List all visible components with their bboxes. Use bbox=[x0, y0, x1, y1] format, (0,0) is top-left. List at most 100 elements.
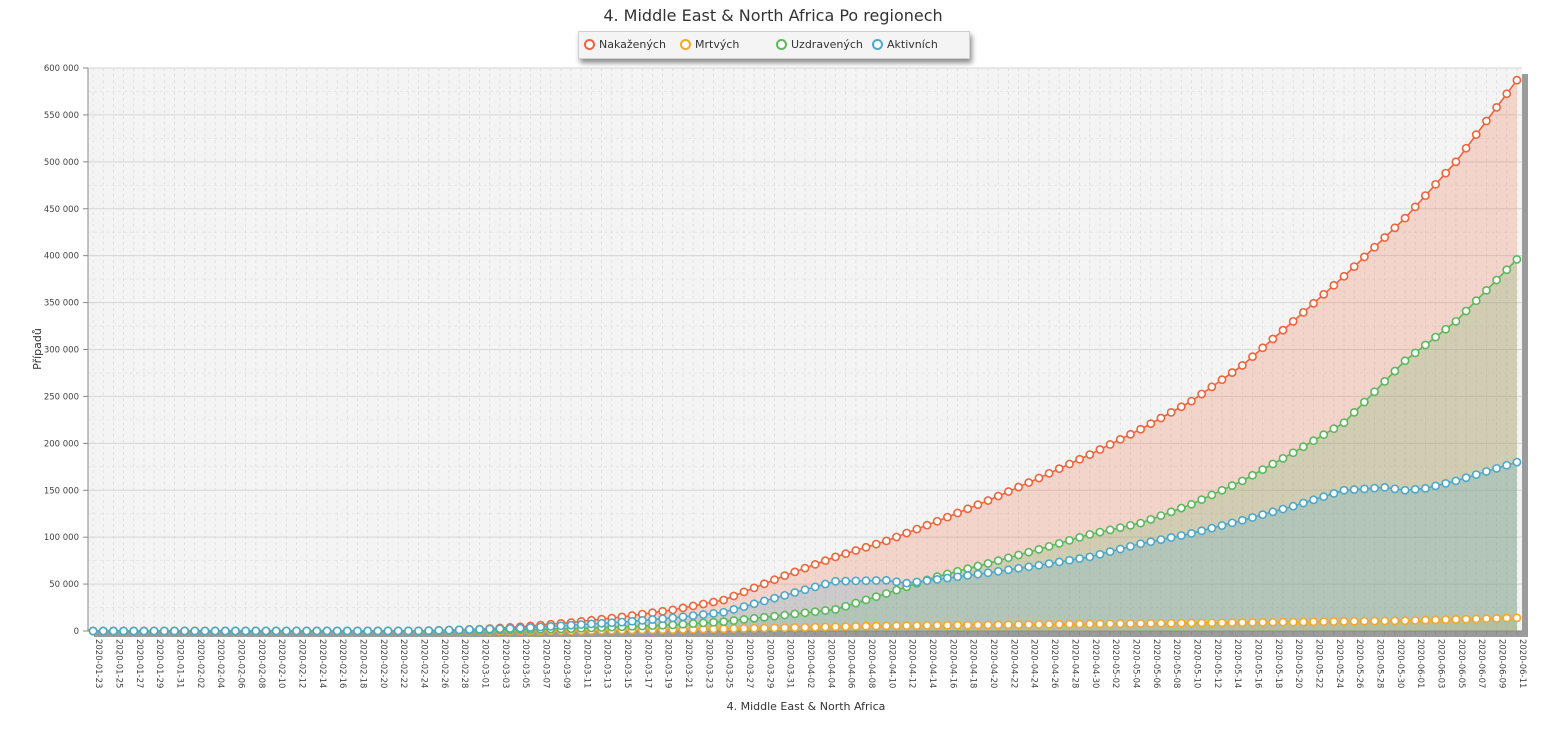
data-point bbox=[292, 626, 301, 636]
data-point bbox=[241, 626, 251, 636]
y-tick-label: 450 000 bbox=[44, 205, 79, 215]
data-point bbox=[1207, 490, 1217, 500]
data-point bbox=[1319, 492, 1329, 502]
data-point bbox=[709, 617, 718, 627]
data-point bbox=[1349, 262, 1359, 272]
x-tick-label: 2020-05-30 bbox=[1395, 639, 1405, 688]
data-point bbox=[841, 622, 851, 631]
data-point bbox=[1390, 616, 1400, 626]
data-point bbox=[1482, 285, 1491, 295]
data-point bbox=[1207, 618, 1217, 628]
data-point bbox=[1217, 521, 1227, 530]
data-point bbox=[719, 595, 729, 605]
data-point bbox=[739, 624, 749, 633]
data-point bbox=[698, 618, 708, 628]
chart-title: 4. Middle East & North Africa Po regione… bbox=[603, 6, 943, 25]
y-tick-label: 50 000 bbox=[49, 580, 79, 590]
data-point bbox=[1044, 468, 1054, 478]
data-point bbox=[1420, 483, 1430, 493]
data-point bbox=[963, 504, 973, 514]
data-point bbox=[536, 622, 545, 632]
data-point bbox=[434, 625, 444, 635]
data-point bbox=[749, 623, 759, 633]
data-point bbox=[1298, 307, 1308, 317]
data-point bbox=[1126, 541, 1135, 551]
data-point bbox=[912, 621, 922, 630]
data-point bbox=[1380, 233, 1390, 242]
x-tick-label: 2020-02-08 bbox=[256, 639, 266, 688]
data-point bbox=[820, 622, 830, 632]
data-point bbox=[1502, 265, 1512, 275]
x-tick-label: 2020-06-11 bbox=[1517, 639, 1527, 688]
data-point bbox=[932, 574, 942, 584]
x-tick-label: 2020-05-06 bbox=[1151, 639, 1161, 688]
data-point bbox=[1024, 562, 1034, 572]
y-tick-label: 100 000 bbox=[44, 533, 79, 543]
x-tick-label: 2020-05-24 bbox=[1334, 639, 1344, 688]
x-tick-label: 2020-02-16 bbox=[337, 639, 347, 688]
data-point bbox=[312, 626, 322, 636]
data-point bbox=[770, 623, 779, 633]
data-point bbox=[1065, 555, 1074, 565]
data-point bbox=[1512, 613, 1522, 623]
y-tick-label: 0 bbox=[74, 627, 79, 637]
data-point bbox=[1227, 481, 1237, 490]
data-point bbox=[1227, 518, 1237, 528]
data-point bbox=[1339, 418, 1349, 428]
data-point bbox=[1349, 407, 1359, 417]
legend-item-uzdravenych[interactable]: Uzdravených bbox=[776, 38, 863, 51]
data-point bbox=[1197, 389, 1207, 399]
data-point bbox=[1248, 618, 1257, 627]
data-point bbox=[892, 621, 901, 631]
data-point bbox=[1380, 616, 1390, 626]
data-point bbox=[698, 599, 708, 609]
x-tick-label: 2020-06-03 bbox=[1436, 639, 1446, 688]
data-point bbox=[1431, 179, 1440, 189]
data-point bbox=[88, 626, 98, 636]
data-point bbox=[831, 605, 840, 614]
data-point bbox=[1248, 470, 1257, 480]
x-tick-label: 2020-02-24 bbox=[419, 639, 429, 688]
data-point bbox=[942, 512, 952, 522]
data-point bbox=[1207, 523, 1217, 533]
data-point bbox=[1288, 316, 1298, 326]
data-point bbox=[1461, 306, 1471, 316]
data-point bbox=[1471, 296, 1481, 306]
legend-item-nakazenych[interactable]: Nakažených bbox=[584, 38, 666, 51]
x-tick-label: 2020-05-14 bbox=[1232, 639, 1242, 688]
y-tick-label: 600 000 bbox=[44, 64, 79, 74]
data-point bbox=[790, 623, 800, 632]
x-tick-label: 2020-04-10 bbox=[886, 639, 896, 688]
data-point bbox=[403, 626, 413, 636]
x-tick-label: 2020-03-13 bbox=[602, 639, 612, 688]
legend-item-mrtvych[interactable]: Mrtvých bbox=[680, 38, 739, 51]
data-point bbox=[1146, 419, 1156, 429]
x-axis-title: 4. Middle East & North Africa bbox=[726, 700, 886, 713]
data-point bbox=[973, 561, 983, 571]
data-point bbox=[983, 620, 993, 630]
x-tick-label: 2020-03-07 bbox=[541, 639, 551, 688]
data-point bbox=[1065, 459, 1074, 469]
data-point bbox=[464, 625, 474, 634]
data-point bbox=[1492, 275, 1501, 285]
data-point bbox=[770, 611, 779, 621]
y-tick-label: 400 000 bbox=[44, 252, 79, 262]
data-point bbox=[1197, 618, 1207, 628]
data-point bbox=[1359, 397, 1369, 407]
legend-marker-icon bbox=[680, 39, 691, 50]
data-point bbox=[790, 588, 800, 597]
data-point bbox=[98, 626, 108, 636]
data-point bbox=[770, 593, 779, 603]
x-tick-label: 2020-03-11 bbox=[581, 639, 591, 688]
data-point bbox=[739, 587, 749, 597]
data-point bbox=[759, 612, 769, 622]
data-point bbox=[922, 520, 932, 530]
data-point bbox=[1329, 280, 1339, 290]
y-tick-label: 250 000 bbox=[44, 392, 79, 402]
data-point bbox=[1319, 617, 1329, 627]
data-point bbox=[831, 622, 840, 632]
legend-item-aktivnich[interactable]: Aktivních bbox=[872, 38, 938, 51]
data-point bbox=[454, 625, 464, 635]
data-point bbox=[1461, 473, 1471, 483]
data-point bbox=[1471, 130, 1481, 140]
